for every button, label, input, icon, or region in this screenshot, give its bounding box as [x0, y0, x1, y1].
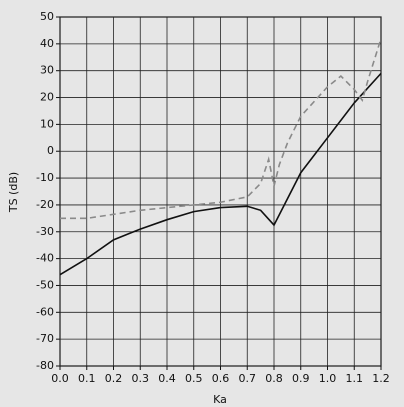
- y-axis-label: TS (dB): [7, 172, 20, 213]
- y-tick-label: -60: [36, 305, 54, 318]
- x-tick-label: 0.5: [185, 372, 203, 385]
- x-tick-label: 0.6: [212, 372, 230, 385]
- x-axis-label: Ka: [213, 393, 227, 406]
- y-tick-label: 40: [40, 37, 54, 50]
- y-tick-label: -10: [36, 171, 54, 184]
- series-line: [59, 72, 382, 276]
- y-tick-label: 20: [40, 91, 54, 104]
- y-tick-label: -70: [36, 332, 54, 345]
- x-tick-label: 0.2: [105, 372, 123, 385]
- y-tick-label: -20: [36, 198, 54, 211]
- y-tick-label: 50: [40, 10, 54, 23]
- y-tick-label: -80: [36, 359, 54, 372]
- x-tick-label: 0.9: [292, 372, 310, 385]
- y-tick-label: -40: [36, 252, 54, 265]
- x-tick-label: 0.8: [265, 372, 283, 385]
- x-tick-label: 1.1: [346, 372, 364, 385]
- y-tick-label: -30: [36, 225, 54, 238]
- series-line: [60, 38, 382, 220]
- y-tick-label: 10: [40, 117, 54, 130]
- x-tick-label: 0.7: [239, 372, 257, 385]
- x-tick-label: 0.1: [78, 372, 96, 385]
- x-tick-label: 1.0: [319, 372, 337, 385]
- y-tick-label: 30: [40, 64, 54, 77]
- y-tick-label: 0: [47, 144, 54, 157]
- x-tick-label: 0.0: [51, 372, 69, 385]
- x-tick-label: 1.2: [372, 372, 390, 385]
- x-tick-label: 0.4: [158, 372, 176, 385]
- x-tick-label: 0.3: [132, 372, 150, 385]
- y-tick-label: -50: [36, 278, 54, 291]
